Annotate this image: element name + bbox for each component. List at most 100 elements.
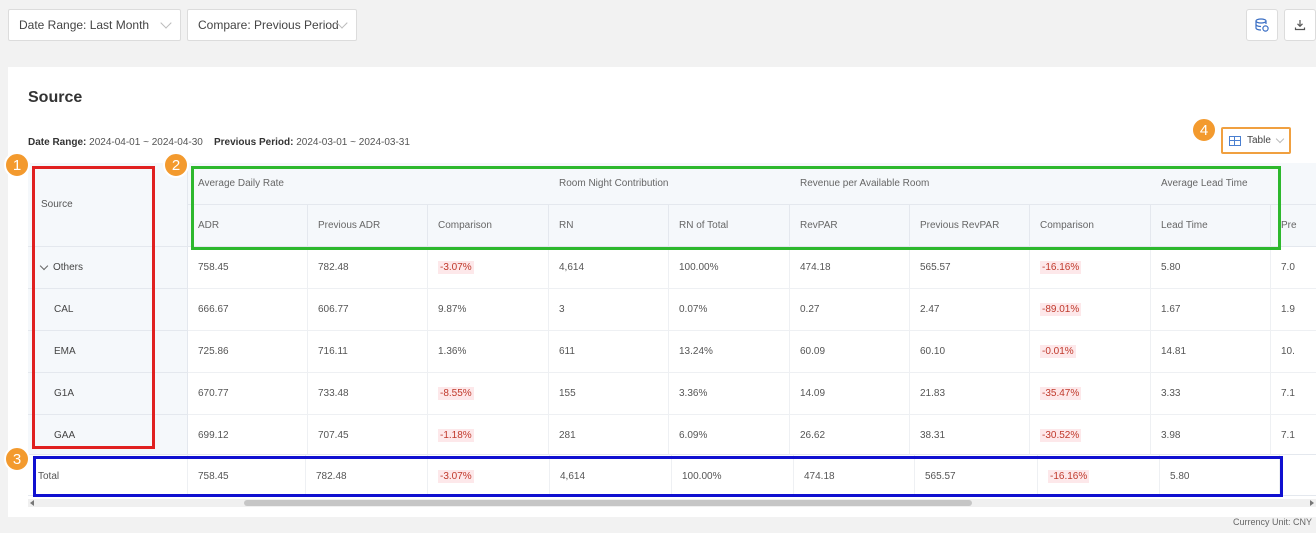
- previous-period-label: Previous Period:: [213, 137, 294, 148]
- table-cell: 0.07%: [669, 289, 790, 331]
- scroll-thumb[interactable]: [244, 500, 972, 506]
- column-header[interactable]: RN of Total: [669, 205, 790, 247]
- table-cell: 758.45: [188, 247, 308, 289]
- cell-value: 733.48: [318, 388, 349, 399]
- chevron-down-icon[interactable]: [39, 261, 49, 271]
- cell-value: 155: [559, 388, 576, 399]
- source-row-label[interactable]: Others: [28, 247, 188, 289]
- table-cell: 3.33: [1151, 373, 1271, 415]
- cell-value: 716.11: [318, 346, 348, 357]
- table-cell: 6.09%: [669, 415, 790, 456]
- total-cell: -3.07%: [428, 455, 550, 497]
- table-cell: 7.1: [1271, 415, 1316, 456]
- column-header[interactable]: Pre: [1271, 205, 1316, 247]
- cell-value: 13.24%: [679, 346, 713, 357]
- table-cell: -30.52%: [1030, 415, 1151, 456]
- cell-value: -8.55%: [438, 387, 474, 400]
- total-value: 4,614: [560, 470, 586, 482]
- source-row-label: CAL: [28, 289, 188, 331]
- table-cell: 5.80: [1151, 247, 1271, 289]
- horizontal-scrollbar[interactable]: [28, 499, 1316, 507]
- cell-value: 7.1: [1281, 430, 1295, 441]
- cell-value: 707.45: [318, 430, 349, 441]
- cell-value: 6.09%: [679, 430, 708, 441]
- column-header[interactable]: Previous ADR: [308, 205, 428, 247]
- cell-value: 1.9: [1281, 304, 1295, 315]
- table-cell: 0.27: [790, 289, 910, 331]
- cell-value: 7.0: [1281, 262, 1295, 273]
- cell-value: 611: [559, 346, 575, 357]
- cell-value: 3.33: [1161, 388, 1181, 399]
- view-type-select[interactable]: Table: [1221, 127, 1291, 154]
- table-cell: 1.67: [1151, 289, 1271, 331]
- source-name: EMA: [54, 346, 76, 357]
- compare-dropdown[interactable]: Compare: Previous Period: [187, 9, 357, 41]
- total-cell: 758.45: [188, 455, 306, 497]
- view-type-label: Table: [1247, 135, 1271, 146]
- date-range-label: Date Range: Last Month: [19, 18, 150, 32]
- database-export-button[interactable]: [1246, 9, 1278, 41]
- table-cell: 565.57: [910, 247, 1030, 289]
- total-value: -16.16%: [1048, 469, 1090, 483]
- column-header[interactable]: RN: [549, 205, 669, 247]
- date-range-meta-value: 2024-04-01 ~ 2024-04-30: [89, 137, 203, 148]
- page-title: Source: [28, 89, 83, 106]
- source-card: Source Date Range: 2024-04-01 ~ 2024-04-…: [8, 67, 1316, 517]
- cell-value: 565.57: [920, 262, 951, 273]
- date-range-dropdown[interactable]: Date Range: Last Month: [8, 9, 181, 41]
- cell-value: 670.77: [198, 388, 229, 399]
- cell-value: -0.01%: [1040, 345, 1076, 358]
- total-cell: 474.18: [794, 455, 915, 497]
- cell-value: 1.67: [1161, 304, 1181, 315]
- filter-bar: Date Range: Last Month Compare: Previous…: [0, 0, 1316, 52]
- column-header[interactable]: ADR: [188, 205, 308, 247]
- table-cell: 699.12: [188, 415, 308, 456]
- total-cell: 565.57: [915, 455, 1038, 497]
- table-cell: 670.77: [188, 373, 308, 415]
- table-cell: 474.18: [790, 247, 910, 289]
- cell-value: 3: [559, 304, 565, 315]
- source-row-label: G1A: [28, 373, 188, 415]
- cell-value: 100.00%: [679, 262, 719, 273]
- column-header[interactable]: Previous RevPAR: [910, 205, 1030, 247]
- database-export-icon: [1255, 18, 1269, 32]
- cell-value: 14.81: [1161, 346, 1187, 357]
- chevron-down-icon: [1275, 134, 1285, 144]
- column-group-header: Average Lead Time: [1151, 163, 1316, 205]
- scroll-left-icon[interactable]: [30, 500, 34, 506]
- table-cell: 707.45: [308, 415, 428, 456]
- download-button[interactable]: [1284, 9, 1316, 41]
- cell-value: 1.36%: [438, 346, 467, 357]
- total-value: -3.07%: [438, 469, 474, 483]
- scroll-right-icon[interactable]: [1310, 500, 1314, 506]
- table-cell: -3.07%: [428, 247, 549, 289]
- table-cell: -89.01%: [1030, 289, 1151, 331]
- date-range-meta-label: Date Range:: [28, 137, 87, 148]
- cell-value: 38.31: [920, 430, 946, 441]
- cell-value: -1.18%: [438, 429, 474, 442]
- date-meta: Date Range: 2024-04-01 ~ 2024-04-30 Prev…: [28, 137, 410, 148]
- total-cell: 100.00%: [672, 455, 794, 497]
- cell-value: 26.62: [800, 430, 826, 441]
- source-row-label: GAA: [28, 415, 188, 456]
- total-cell: 5.80: [1160, 455, 1280, 497]
- column-header[interactable]: RevPAR: [790, 205, 910, 247]
- column-header[interactable]: Lead Time: [1151, 205, 1271, 247]
- table-cell: 26.62: [790, 415, 910, 456]
- cell-value: 2.47: [920, 304, 940, 315]
- table-cell: 13.24%: [669, 331, 790, 373]
- chevron-down-icon: [160, 17, 172, 29]
- source-name: CAL: [54, 304, 74, 315]
- cell-value: 782.48: [318, 262, 349, 273]
- table-cell: -35.47%: [1030, 373, 1151, 415]
- table-cell: 611: [549, 331, 669, 373]
- table-cell: 3.98: [1151, 415, 1271, 456]
- column-header[interactable]: Comparison: [428, 205, 549, 247]
- marker-3: 3: [4, 446, 30, 472]
- table-cell: 725.86: [188, 331, 308, 373]
- column-header[interactable]: Comparison: [1030, 205, 1151, 247]
- table-cell: 60.10: [910, 331, 1030, 373]
- currency-unit: Currency Unit: CNY: [1232, 517, 1312, 527]
- cell-value: 5.80: [1161, 262, 1181, 273]
- source-name: G1A: [54, 388, 75, 399]
